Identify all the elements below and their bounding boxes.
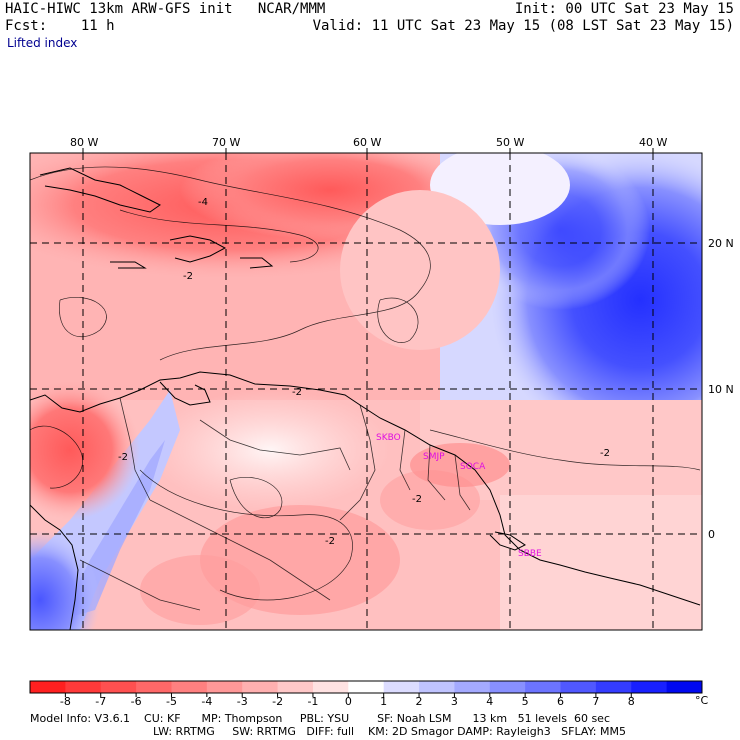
colorbar-swatch	[171, 681, 208, 693]
colorbar-tick-label: 3	[451, 695, 458, 708]
colorbar-swatch	[454, 681, 491, 693]
colorbar-tick-label: -7	[95, 695, 106, 708]
lat-label-20n: 20 N	[708, 237, 734, 250]
colorbar-swatch	[206, 681, 243, 693]
lon-label-80w: 80 W	[70, 136, 98, 149]
model-title: HAIC-HIWC 13km ARW-GFS init NCAR/MMM	[5, 1, 326, 17]
colorbar-tick-label: 0	[345, 695, 352, 708]
contour-label: -4	[198, 197, 208, 208]
lon-label-60w: 60 W	[353, 136, 381, 149]
colorbar-tick-label: 2	[416, 695, 423, 708]
model-info-line2: LW: RRTMG SW: RRTMG DIFF: full KM: 2D Sm…	[153, 725, 626, 738]
contour-label: -2	[183, 271, 193, 282]
colorbar-tick-label: 5	[522, 695, 529, 708]
grid	[30, 153, 702, 630]
contours	[30, 166, 701, 601]
colorbar-swatch	[631, 681, 668, 693]
lon-label-50w: 50 W	[496, 136, 524, 149]
colorbar-tick-label: 6	[557, 695, 564, 708]
contour-label: -2	[412, 494, 422, 505]
colorbar-swatch	[348, 681, 385, 693]
contour-label: -2	[292, 387, 302, 398]
lon-label-40w: 40 W	[639, 136, 667, 149]
colorbar-swatch	[136, 681, 172, 693]
lat-label-0: 0	[708, 528, 715, 541]
lat-label-10n: 10 N	[708, 383, 734, 396]
field-name: Lifted index	[7, 36, 78, 50]
colorbar-swatch	[419, 681, 455, 693]
colorbar-swatch	[666, 681, 703, 693]
colorbar-ticks: -8 -7 -6 -5 -4 -3 -2 -1 0 1 2 3 4 5 6 7 8	[60, 693, 635, 708]
forecast-hour: Fcst: 11 h	[5, 18, 115, 34]
colorbar-swatch	[560, 681, 597, 693]
colorbar-swatch	[383, 681, 420, 693]
map-frame	[29, 152, 703, 631]
contour-label: -2	[325, 536, 335, 547]
colorbar-tick-label: 1	[380, 695, 387, 708]
valid-time: Valid: 11 UTC Sat 23 May 15 (08 LST Sat …	[312, 18, 734, 34]
init-time: Init: 00 UTC Sat 23 May 15	[514, 1, 734, 17]
colorbar-tick-label: -5	[166, 695, 177, 708]
country-borders	[79, 397, 471, 611]
colorbar-tick-label: -2	[272, 695, 283, 708]
colorbar-swatch	[277, 681, 314, 693]
contour-label: -2	[600, 448, 610, 459]
colorbar-swatch	[489, 681, 526, 693]
colorbar-tick-label: 8	[628, 695, 635, 708]
colorbar-swatch	[595, 681, 632, 693]
colorbar-swatch	[525, 681, 562, 693]
colorbar	[29, 680, 703, 694]
colorbar-tick-label: 7	[592, 695, 599, 708]
coastlines	[30, 167, 701, 630]
colorbar-swatch	[100, 681, 137, 693]
colorbar-tick-label: -1	[307, 695, 318, 708]
colorbar-swatch	[30, 681, 66, 693]
colorbar-swatch	[242, 681, 279, 693]
colorbar-unit: °C	[695, 694, 709, 707]
colorbar-tick-label: -3	[237, 695, 248, 708]
station-smjp: SMJP	[423, 452, 445, 462]
station-sbbe: SBBE	[518, 549, 542, 559]
station-soca: SOCA	[460, 462, 486, 472]
colorbar-frame	[29, 680, 703, 694]
colorbar-swatch	[65, 681, 102, 693]
station-skbo: SKBO	[376, 433, 401, 443]
shaded-field	[30, 153, 702, 630]
colorbar-swatch	[312, 681, 349, 693]
colorbar-tick-label: -8	[60, 695, 71, 708]
lon-ticks	[82, 148, 654, 153]
colorbar-tick-label: 4	[486, 695, 493, 708]
colorbar-tick-label: -6	[131, 695, 142, 708]
lon-label-70w: 70 W	[212, 136, 240, 149]
contour-label: -2	[118, 452, 128, 463]
model-info-line1: Model Info: V3.6.1 CU: KF MP: Thompson P…	[30, 712, 610, 725]
colorbar-tick-label: -4	[201, 695, 212, 708]
